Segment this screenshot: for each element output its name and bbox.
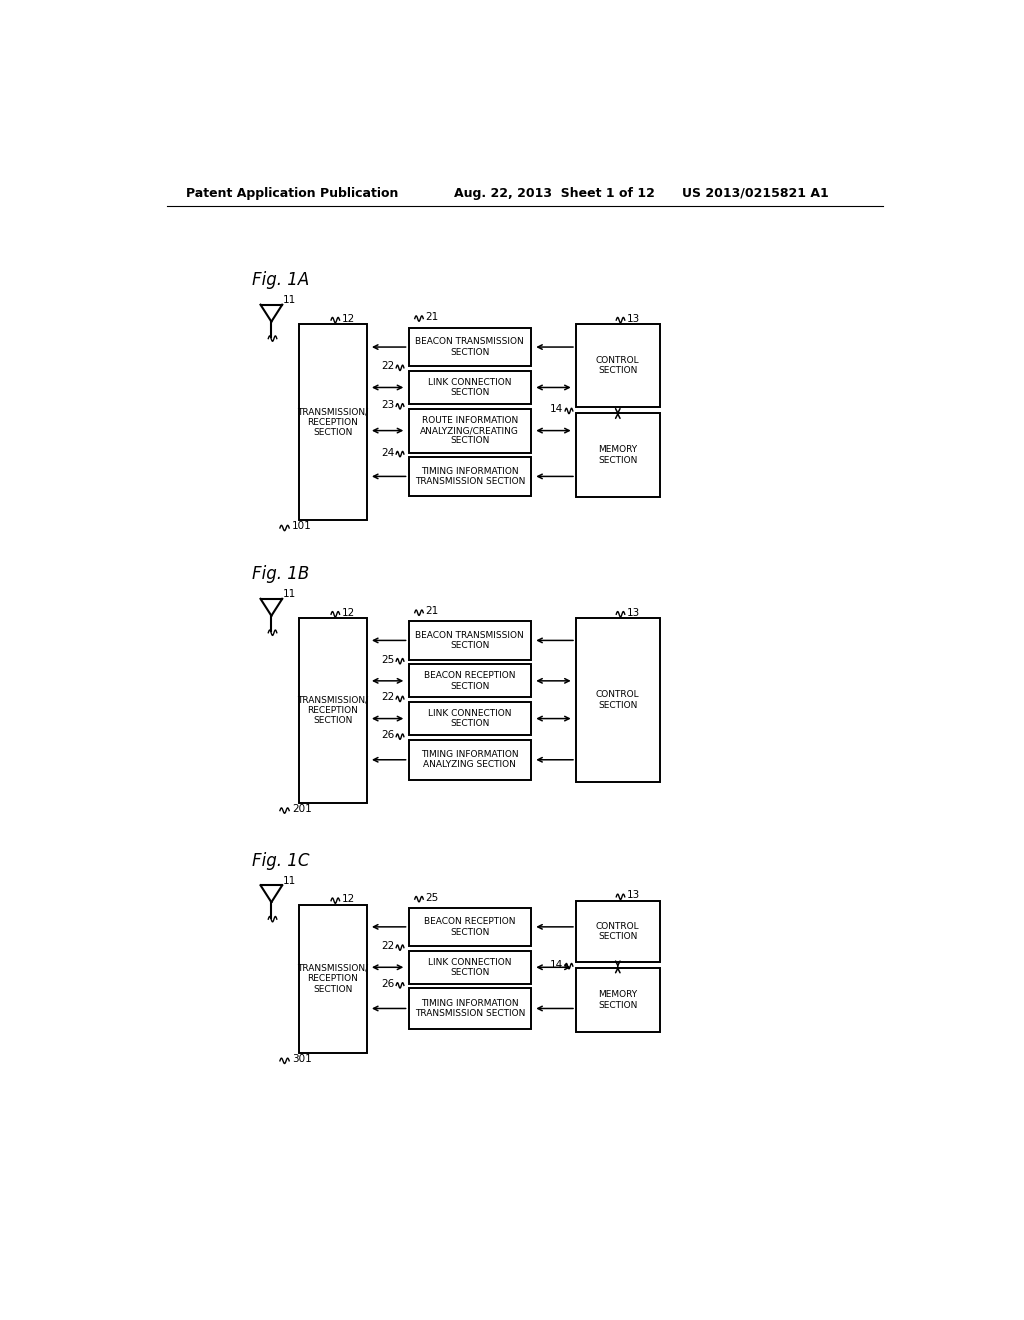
Text: BEACON TRANSMISSION
SECTION: BEACON TRANSMISSION SECTION	[416, 631, 524, 651]
Text: 25: 25	[381, 655, 394, 665]
Text: 26: 26	[381, 730, 394, 741]
Text: 13: 13	[627, 314, 640, 323]
Text: 21: 21	[426, 312, 439, 322]
Text: Fig. 1C: Fig. 1C	[252, 851, 309, 870]
Text: MEMORY
SECTION: MEMORY SECTION	[598, 990, 638, 1010]
Bar	[575, 412, 659, 498]
Text: 25: 25	[426, 892, 439, 903]
Text: LINK CONNECTION
SECTION: LINK CONNECTION SECTION	[428, 709, 512, 729]
Text: 21: 21	[426, 606, 439, 616]
Text: CONTROL
SECTION: CONTROL SECTION	[596, 690, 640, 710]
Text: BEACON RECEPTION
SECTION: BEACON RECEPTION SECTION	[424, 671, 515, 690]
Text: TIMING INFORMATION
ANALYZING SECTION: TIMING INFORMATION ANALYZING SECTION	[421, 750, 518, 770]
Text: TIMING INFORMATION
TRANSMISSION SECTION: TIMING INFORMATION TRANSMISSION SECTION	[415, 999, 525, 1018]
Text: 14: 14	[550, 960, 563, 970]
Bar	[409, 739, 531, 780]
Bar	[409, 371, 531, 404]
Text: 22: 22	[381, 693, 394, 702]
Text: Aug. 22, 2013  Sheet 1 of 12: Aug. 22, 2013 Sheet 1 of 12	[454, 186, 654, 199]
Text: Fig. 1B: Fig. 1B	[252, 565, 309, 583]
Bar	[409, 457, 531, 496]
Bar	[409, 950, 531, 983]
Bar	[575, 618, 659, 781]
Bar	[299, 323, 367, 520]
Bar	[409, 908, 531, 946]
Text: 22: 22	[381, 941, 394, 952]
Bar	[575, 969, 659, 1032]
Text: 14: 14	[550, 404, 563, 414]
Text: 11: 11	[283, 296, 296, 305]
Text: 22: 22	[381, 362, 394, 371]
Bar	[409, 702, 531, 735]
Text: Fig. 1A: Fig. 1A	[252, 271, 309, 289]
Text: CONTROL
SECTION: CONTROL SECTION	[596, 356, 640, 375]
Text: MEMORY
SECTION: MEMORY SECTION	[598, 445, 638, 465]
Text: BEACON RECEPTION
SECTION: BEACON RECEPTION SECTION	[424, 917, 515, 937]
Text: 301: 301	[292, 1055, 312, 1064]
Text: 24: 24	[381, 447, 394, 458]
Text: LINK CONNECTION
SECTION: LINK CONNECTION SECTION	[428, 957, 512, 977]
Text: TRANSMISSION/
RECEPTION
SECTION: TRANSMISSION/ RECEPTION SECTION	[297, 696, 369, 726]
Text: TIMING INFORMATION
TRANSMISSION SECTION: TIMING INFORMATION TRANSMISSION SECTION	[415, 467, 525, 486]
Text: LINK CONNECTION
SECTION: LINK CONNECTION SECTION	[428, 378, 512, 397]
Bar	[409, 622, 531, 660]
Text: US 2013/0215821 A1: US 2013/0215821 A1	[682, 186, 828, 199]
Bar	[409, 989, 531, 1028]
Text: 13: 13	[627, 890, 640, 900]
Bar	[575, 900, 659, 962]
Text: 201: 201	[292, 804, 312, 814]
Bar	[409, 327, 531, 367]
Text: ROUTE INFORMATION
ANALYZING/CREATING
SECTION: ROUTE INFORMATION ANALYZING/CREATING SEC…	[420, 416, 519, 445]
Text: BEACON TRANSMISSION
SECTION: BEACON TRANSMISSION SECTION	[416, 338, 524, 356]
Bar	[299, 904, 367, 1053]
Text: CONTROL
SECTION: CONTROL SECTION	[596, 921, 640, 941]
Text: 101: 101	[292, 521, 312, 532]
Text: 11: 11	[283, 589, 296, 599]
Text: 26: 26	[381, 979, 394, 989]
Text: TRANSMISSION/
RECEPTION
SECTION: TRANSMISSION/ RECEPTION SECTION	[297, 408, 369, 437]
Bar	[299, 618, 367, 803]
Text: 12: 12	[342, 607, 355, 618]
Bar	[409, 664, 531, 697]
Text: 12: 12	[342, 314, 355, 323]
Bar	[409, 409, 531, 453]
Text: Patent Application Publication: Patent Application Publication	[186, 186, 398, 199]
Text: 13: 13	[627, 607, 640, 618]
Bar	[575, 323, 659, 407]
Text: 12: 12	[342, 894, 355, 904]
Text: 11: 11	[283, 875, 296, 886]
Text: 23: 23	[381, 400, 394, 409]
Text: TRANSMISSION/
RECEPTION
SECTION: TRANSMISSION/ RECEPTION SECTION	[297, 964, 369, 994]
